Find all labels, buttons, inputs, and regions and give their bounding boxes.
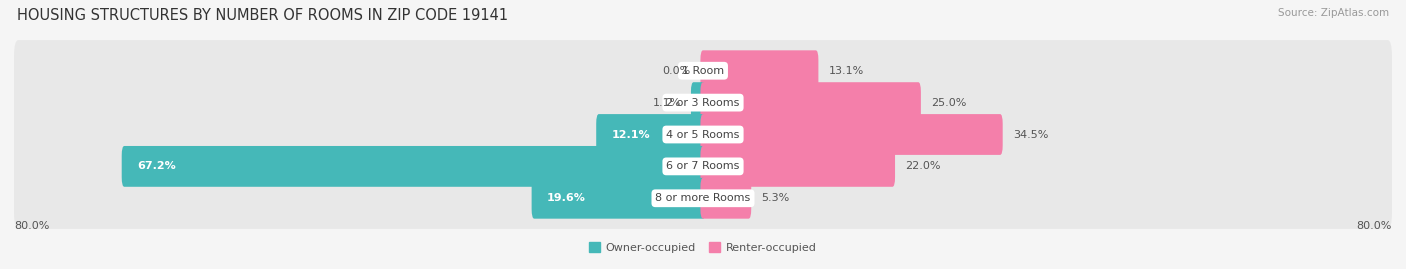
FancyBboxPatch shape (531, 178, 706, 219)
FancyBboxPatch shape (700, 50, 818, 91)
Text: 12.1%: 12.1% (612, 129, 651, 140)
FancyBboxPatch shape (690, 82, 706, 123)
FancyBboxPatch shape (14, 104, 1392, 165)
Text: Source: ZipAtlas.com: Source: ZipAtlas.com (1278, 8, 1389, 18)
Text: HOUSING STRUCTURES BY NUMBER OF ROOMS IN ZIP CODE 19141: HOUSING STRUCTURES BY NUMBER OF ROOMS IN… (17, 8, 508, 23)
Text: 67.2%: 67.2% (138, 161, 176, 171)
Text: 80.0%: 80.0% (1357, 221, 1392, 231)
Text: 4 or 5 Rooms: 4 or 5 Rooms (666, 129, 740, 140)
Text: 6 or 7 Rooms: 6 or 7 Rooms (666, 161, 740, 171)
Text: 25.0%: 25.0% (931, 98, 966, 108)
FancyBboxPatch shape (700, 146, 896, 187)
Text: 22.0%: 22.0% (905, 161, 941, 171)
FancyBboxPatch shape (14, 136, 1392, 197)
FancyBboxPatch shape (596, 114, 706, 155)
FancyBboxPatch shape (14, 72, 1392, 133)
FancyBboxPatch shape (14, 168, 1392, 229)
FancyBboxPatch shape (700, 82, 921, 123)
Text: 5.3%: 5.3% (762, 193, 790, 203)
FancyBboxPatch shape (700, 178, 751, 219)
Text: 1.1%: 1.1% (652, 98, 681, 108)
Text: 1 Room: 1 Room (682, 66, 724, 76)
Text: 13.1%: 13.1% (828, 66, 863, 76)
Text: 80.0%: 80.0% (14, 221, 49, 231)
FancyBboxPatch shape (14, 40, 1392, 101)
Text: 34.5%: 34.5% (1012, 129, 1049, 140)
Text: 0.0%: 0.0% (662, 66, 690, 76)
FancyBboxPatch shape (700, 114, 1002, 155)
Text: 8 or more Rooms: 8 or more Rooms (655, 193, 751, 203)
Legend: Owner-occupied, Renter-occupied: Owner-occupied, Renter-occupied (589, 242, 817, 253)
Text: 19.6%: 19.6% (547, 193, 586, 203)
Text: 2 or 3 Rooms: 2 or 3 Rooms (666, 98, 740, 108)
FancyBboxPatch shape (122, 146, 706, 187)
